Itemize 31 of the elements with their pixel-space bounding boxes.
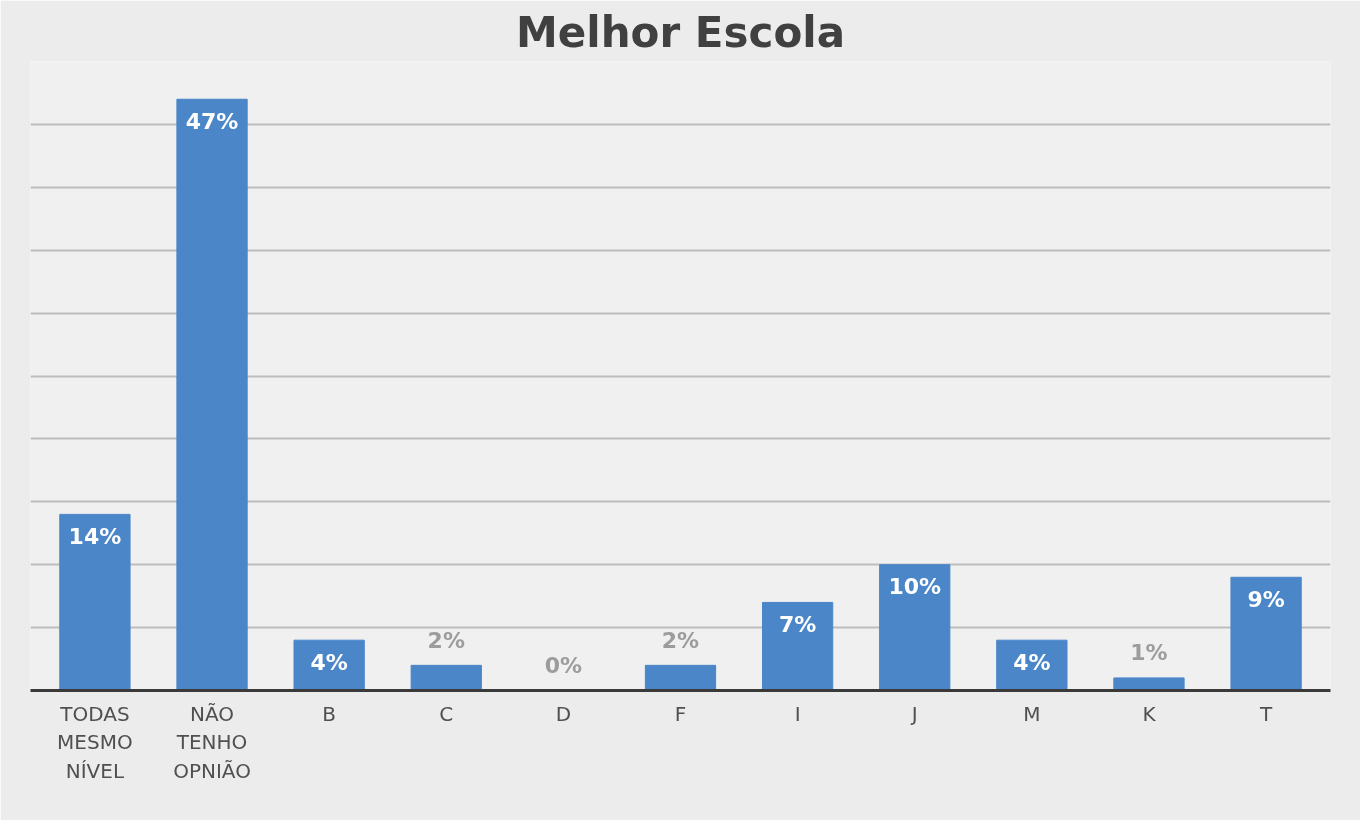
x-tick-label: T: [1258, 701, 1273, 726]
data-label: 9%: [1247, 586, 1285, 612]
data-label: 0%: [544, 652, 583, 678]
x-tick-label: I: [794, 701, 801, 726]
x-tick-label: D: [555, 701, 572, 726]
x-tick-label: M: [1023, 701, 1041, 726]
bar: [176, 98, 248, 691]
data-label: 47%: [185, 108, 239, 134]
data-label: 4%: [310, 649, 348, 675]
bar: [410, 664, 482, 691]
bar: [761, 601, 834, 691]
data-label: 2%: [661, 627, 700, 653]
x-tick-label: J: [909, 701, 918, 726]
data-label: 1%: [1130, 640, 1168, 666]
x-tick-label: F: [674, 701, 687, 726]
data-label: 14%: [68, 523, 122, 549]
bar: [1230, 576, 1302, 691]
x-tick-label: TODAS MESMO NÍVEL: [57, 701, 133, 784]
bar: [1113, 677, 1185, 691]
data-label: 7%: [778, 611, 817, 637]
data-label: 2%: [427, 627, 465, 653]
bar: [59, 513, 131, 691]
data-label: 4%: [1013, 649, 1051, 675]
bar: [644, 664, 717, 691]
x-tick-label: NÃO TENHO OPNIÃO: [173, 701, 251, 784]
chart-title: Melhor Escola: [516, 7, 845, 57]
x-tick-label: C: [439, 701, 454, 726]
bar: [879, 564, 951, 691]
x-tick-label: K: [1142, 701, 1157, 726]
data-label: 10%: [888, 574, 942, 600]
x-tick-label: B: [322, 701, 337, 726]
